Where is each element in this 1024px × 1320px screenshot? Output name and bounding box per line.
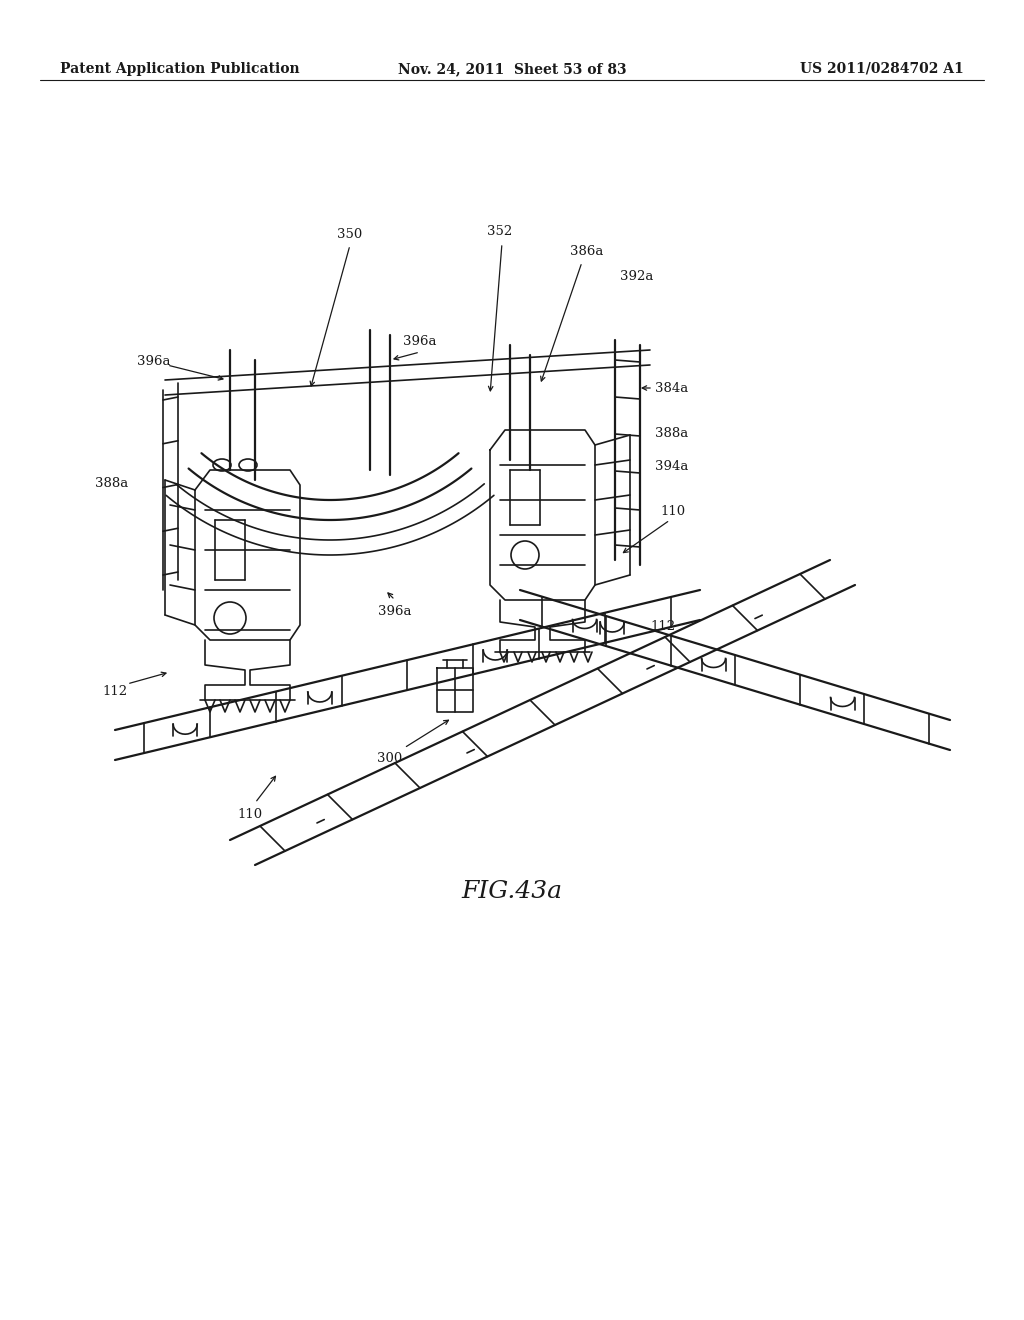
Text: 388a: 388a: [95, 477, 128, 490]
Text: 352: 352: [487, 224, 513, 238]
Text: 300: 300: [378, 752, 402, 766]
Text: 110: 110: [660, 506, 685, 517]
Text: 388a: 388a: [655, 426, 688, 440]
Text: US 2011/0284702 A1: US 2011/0284702 A1: [800, 62, 964, 77]
Text: 112: 112: [650, 620, 675, 634]
Text: 384a: 384a: [655, 381, 688, 395]
Text: 396a: 396a: [136, 355, 170, 368]
Text: 396a: 396a: [403, 335, 437, 348]
Text: FIG.43a: FIG.43a: [462, 880, 562, 903]
Text: 112: 112: [102, 685, 128, 698]
Text: 396a: 396a: [378, 605, 412, 618]
Text: Nov. 24, 2011  Sheet 53 of 83: Nov. 24, 2011 Sheet 53 of 83: [397, 62, 627, 77]
Text: 392a: 392a: [620, 271, 653, 282]
Text: 350: 350: [337, 228, 362, 242]
Text: 386a: 386a: [570, 246, 603, 257]
Text: 110: 110: [238, 808, 262, 821]
Text: 394a: 394a: [655, 459, 688, 473]
Text: Patent Application Publication: Patent Application Publication: [60, 62, 300, 77]
